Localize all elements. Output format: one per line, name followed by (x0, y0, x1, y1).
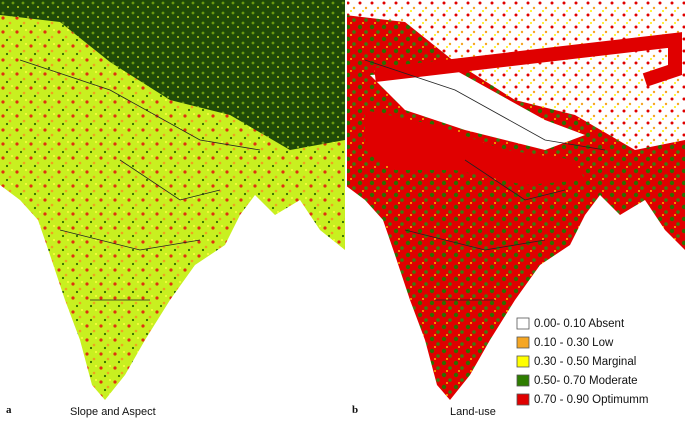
legend-swatch (516, 374, 530, 387)
panel-caption: Slope and Aspect (70, 406, 156, 418)
divider (345, 0, 347, 428)
uplands (345, 0, 685, 150)
legend-swatch (516, 336, 530, 349)
absent-zone (370, 70, 585, 150)
legend-label: 0.70 - 0.90 Optimumm (534, 394, 648, 406)
borders (19, 59, 261, 301)
panel-a-map (0, 0, 345, 400)
legend: 0.00- 0.10 Absent 0.10 - 0.30 Low 0.30 - 0… (516, 317, 648, 406)
borders (364, 59, 606, 301)
legend-label: 0.30 - 0.50 Marginal (534, 356, 636, 368)
legend-swatch (516, 393, 530, 406)
panel-letter: a (6, 404, 12, 416)
legend-box (510, 312, 685, 412)
legend-swatch (516, 317, 530, 330)
panel-letter: b (352, 404, 358, 416)
legend-label: 0.10 - 0.30 Low (534, 337, 614, 349)
panel-b-map (345, 0, 685, 400)
legend-label: 0.50- 0.70 Moderate (534, 375, 638, 387)
plains (365, 110, 585, 185)
legend-label: 0.00- 0.10 Absent (534, 318, 625, 330)
panel-caption: Land-use (450, 406, 496, 418)
legend-swatch (516, 355, 530, 368)
mountains (0, 0, 345, 150)
himalaya-band (374, 32, 682, 87)
